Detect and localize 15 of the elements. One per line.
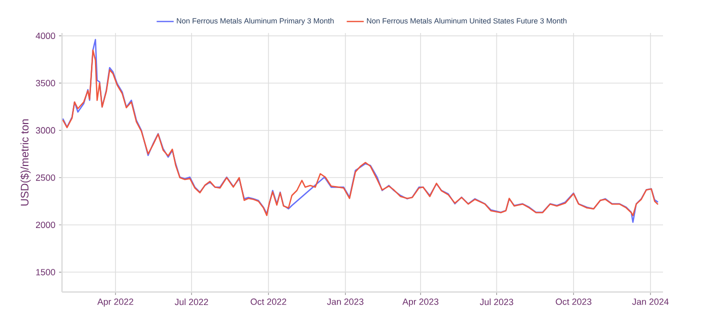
x-tick-label: Apr 2023 [402, 298, 438, 307]
x-tick-label: Jan 2024 [632, 298, 669, 305]
x-tick-label: Jan 2023 [327, 298, 364, 305]
y-tick-label: 2500 [36, 174, 56, 181]
y-tick-label: 3500 [36, 80, 56, 86]
x-tick-label: Jul 2023 [480, 298, 514, 306]
y-tick-label: 3000 [36, 127, 56, 134]
x-tick-label: Oct 2022 [250, 298, 286, 305]
y-tick-label: 4000 [36, 32, 56, 40]
y-tick-label: 1500 [36, 268, 56, 276]
x-tick-label: Jul 2022 [174, 298, 208, 306]
x-tick-label: Apr 2022 [97, 298, 134, 307]
x-tick-label: Oct 2023 [556, 298, 592, 305]
y-axis-title: USD($)/metric ton [20, 119, 31, 206]
y-tick-label: 2000 [36, 222, 56, 228]
